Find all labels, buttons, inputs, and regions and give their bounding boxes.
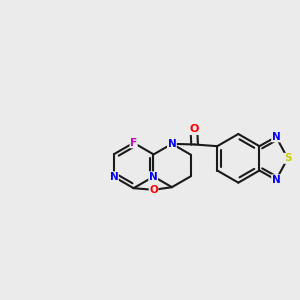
Text: O: O <box>149 185 158 195</box>
Text: S: S <box>284 153 292 163</box>
Text: N: N <box>110 172 118 182</box>
Text: F: F <box>130 138 137 148</box>
Text: O: O <box>189 124 199 134</box>
Text: N: N <box>149 172 158 182</box>
Text: N: N <box>168 139 176 149</box>
Text: N: N <box>272 175 280 185</box>
Text: N: N <box>272 132 280 142</box>
